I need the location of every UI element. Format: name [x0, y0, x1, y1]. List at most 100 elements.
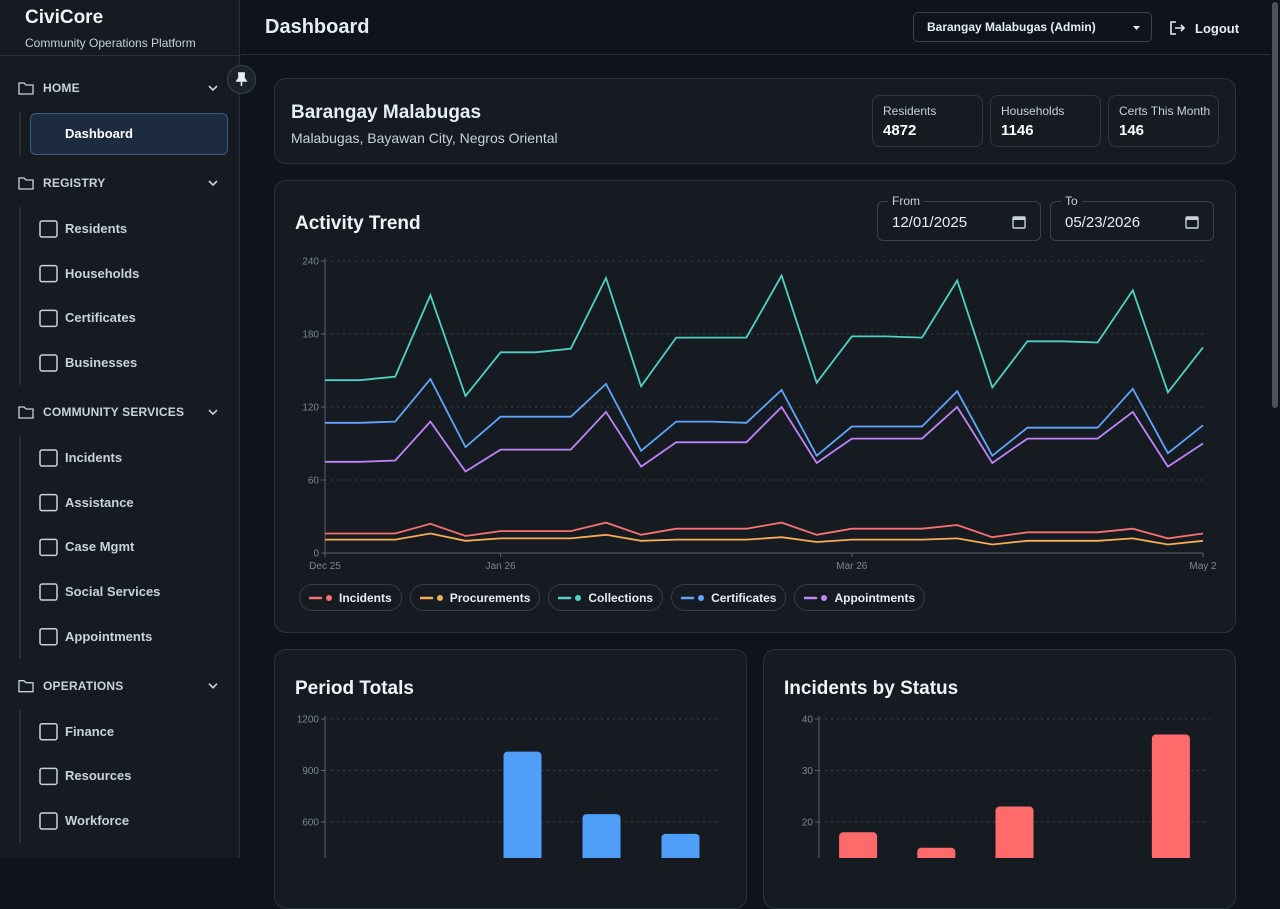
nav-item[interactable]: Assistance: [65, 494, 134, 510]
chevron: [208, 683, 218, 689]
legend-item[interactable]: Procurements: [409, 584, 541, 611]
card-title: Activity Trend: [295, 213, 421, 234]
legend-dot: [575, 594, 582, 601]
nav-icon: [39, 220, 58, 238]
active-item[interactable]: [30, 113, 228, 155]
nav-item[interactable]: Resources: [65, 768, 132, 784]
legend-swatch: [309, 594, 332, 601]
legend-label: Procurements: [449, 590, 531, 605]
legend-label: Certificates: [711, 590, 777, 605]
calendar-icon: [1012, 216, 1026, 229]
status-card: Incidents by Status: [763, 649, 1236, 909]
nav-item[interactable]: Social Services: [65, 584, 161, 600]
stat-value: 146: [1119, 122, 1145, 139]
brand: CiviCore: [25, 7, 104, 28]
nav-item[interactable]: Case Mgmt: [65, 539, 135, 555]
profile-card: Barangay Malabugas Malabugas, Bayawan Ci…: [274, 78, 1236, 164]
date-to[interactable]: To 05/23/2026: [1050, 194, 1214, 241]
totals-card: Period Totals: [274, 649, 747, 909]
nav-icon: [39, 449, 58, 467]
logout-label: Logout: [1195, 20, 1240, 36]
logout-icon: [1170, 21, 1185, 35]
trend-card: Activity Trend From 12/01/2025 To 05/23/…: [274, 180, 1236, 633]
nav-item[interactable]: Incidents: [65, 450, 123, 465]
date-from[interactable]: From 12/01/2025: [877, 194, 1041, 241]
legend-dot: [326, 594, 332, 601]
nav-icon: [39, 583, 58, 601]
legend-item[interactable]: Certificates: [671, 584, 787, 611]
nav-icon: [39, 309, 58, 328]
stat-value: 1146: [1001, 122, 1034, 139]
nav-item[interactable]: Certificates: [65, 310, 136, 326]
nav-icon: [39, 722, 58, 741]
chevron: [208, 180, 218, 187]
sidebar-icons: [18, 82, 218, 844]
pin-button[interactable]: [227, 65, 256, 94]
legend-dot: [436, 594, 443, 601]
section-title[interactable]: HOME: [43, 81, 80, 95]
context-value: Barangay Malabugas (Admin): [927, 20, 1096, 34]
nav-item[interactable]: Businesses: [65, 355, 138, 370]
card-title: Period Totals: [295, 678, 414, 699]
legend-dot: [821, 594, 828, 601]
folder-icon: [18, 177, 34, 190]
section-title[interactable]: COMMUNITY SERVICES: [43, 405, 185, 419]
stat-box: Households 1146: [990, 95, 1101, 147]
legend-item[interactable]: Appointments: [794, 584, 926, 611]
scrollbar[interactable]: [1270, 0, 1280, 858]
nav-icon: [39, 812, 58, 830]
nav-item[interactable]: Workforce: [65, 813, 130, 829]
nav-item[interactable]: Residents: [65, 221, 128, 236]
scroll-thumb[interactable]: [1272, 2, 1278, 408]
nav-icon: [39, 767, 58, 786]
nav-item[interactable]: Dashboard: [65, 126, 133, 141]
barangay-name: Barangay Malabugas: [291, 102, 482, 123]
nav-item[interactable]: Households: [65, 265, 140, 281]
context-select[interactable]: Barangay Malabugas (Admin): [913, 12, 1152, 42]
date-label: To: [1061, 194, 1082, 208]
nav-item[interactable]: Appointments: [65, 628, 153, 644]
caret: [1133, 26, 1140, 30]
stat-value: 4872: [883, 122, 917, 139]
divider: [0, 55, 239, 56]
sidebar: CiviCore Community Operations Platform H…: [0, 0, 240, 858]
nav-icon: [39, 354, 58, 372]
stat-box: Residents 4872: [872, 95, 983, 147]
stat-label: Certs This Month: [1119, 104, 1211, 118]
folder-icon: [18, 680, 34, 693]
legend: Incidents Procurements Collections Certific…: [299, 584, 926, 611]
legend-dot: [698, 594, 705, 601]
legend-swatch: [558, 594, 582, 601]
folder-icon: [18, 406, 34, 419]
chevron: [208, 85, 218, 92]
legend-item[interactable]: Incidents: [299, 584, 402, 611]
card-title: Incidents by Status: [784, 678, 959, 699]
logout-button[interactable]: Logout: [1169, 18, 1239, 38]
stat-box: Certs This Month 146: [1108, 95, 1219, 147]
calendar-icon: [1185, 216, 1199, 229]
legend-swatch: [804, 594, 828, 601]
nav-icon: [39, 493, 58, 512]
section-title[interactable]: REGISTRY: [43, 176, 106, 190]
legend-swatch: [681, 594, 705, 601]
barangay-location: Malabugas, Bayawan City, Negros Oriental: [291, 130, 558, 146]
stat-label: Residents: [883, 104, 937, 118]
section-title[interactable]: OPERATIONS: [43, 678, 124, 693]
nav-icon: [39, 538, 58, 557]
date-value: 05/23/2026: [1065, 214, 1141, 231]
date-value: 12/01/2025: [892, 214, 968, 231]
tagline: Community Operations Platform: [25, 36, 196, 50]
folder-icon: [18, 82, 34, 95]
nav-icon: [39, 264, 58, 283]
pin-icon: [235, 72, 248, 86]
legend-item[interactable]: Collections: [548, 584, 664, 611]
legend-label: Collections: [588, 590, 654, 605]
nav-item[interactable]: Finance: [65, 723, 115, 739]
page-title: Dashboard: [265, 16, 370, 38]
legend-label: Incidents: [339, 590, 392, 605]
date-label: From: [888, 194, 924, 208]
nav-icon: [39, 627, 58, 646]
chevron: [208, 409, 218, 416]
stat-label: Households: [1001, 104, 1065, 118]
